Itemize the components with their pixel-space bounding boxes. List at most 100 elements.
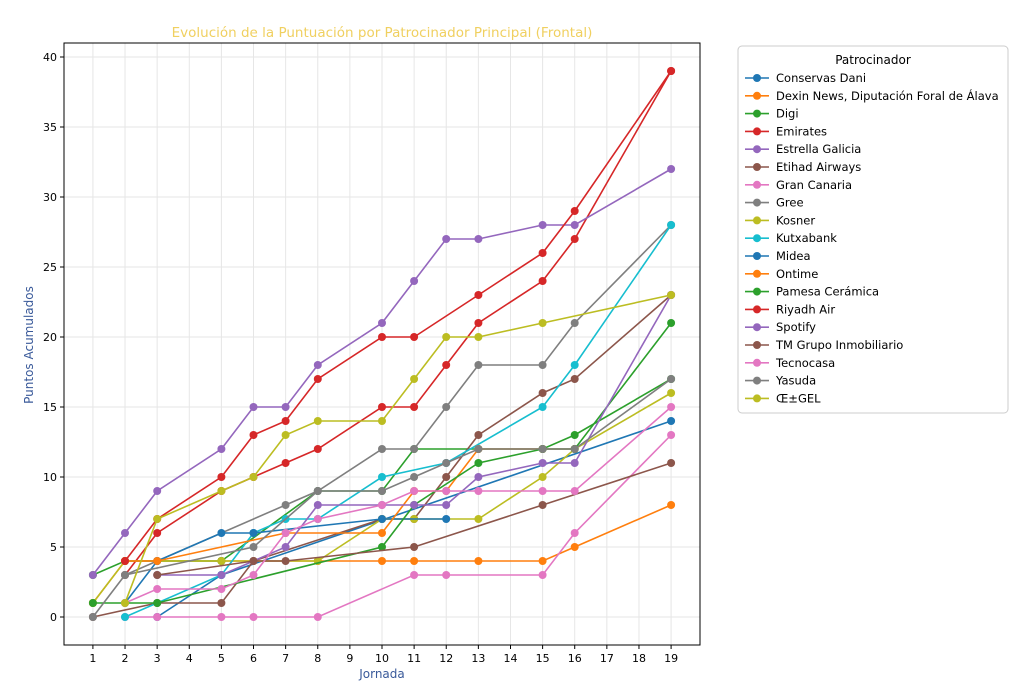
data-point [410,333,419,341]
y-tick-label: 40 [43,51,57,64]
x-tick-label: 16 [568,652,582,665]
data-point [281,417,290,425]
data-point [121,571,129,579]
data-point [570,459,579,467]
data-point [121,599,129,607]
legend-label: Midea [776,249,811,263]
data-point [474,459,483,467]
data-point [153,557,162,565]
data-point [474,557,483,565]
x-tick-label: 7 [282,652,289,665]
x-tick-label: 12 [439,652,453,665]
data-point [570,361,579,369]
x-tick-label: 5 [218,652,225,665]
x-tick-label: 8 [314,652,321,665]
data-point [249,543,258,551]
x-tick-label: 17 [600,652,614,665]
data-point [217,599,226,607]
data-point [121,529,129,537]
x-tick-label: 11 [407,652,421,665]
legend: Patrocinador Conservas Dani Dexin News, D… [737,45,1009,414]
legend-item: Gran Canaria [745,178,852,192]
legend-swatch-marker [753,109,761,118]
data-point [378,473,386,481]
data-point [570,207,579,215]
data-point [442,473,451,481]
series-line [124,294,672,604]
data-point [538,459,547,467]
legend-swatch-marker [753,198,761,207]
data-point [249,403,258,411]
data-point [153,571,162,579]
data-point [410,571,419,579]
legend-item: Digi [745,107,799,121]
data-point [667,403,676,411]
data-point [474,235,483,243]
legend-label: Kosner [776,213,815,227]
data-point [474,333,483,341]
chart-title: Evolución de la Puntuación por Patrocina… [172,25,593,41]
data-point [121,557,129,565]
data-point [217,585,226,593]
x-tick-label: 18 [632,652,646,665]
data-point [667,319,676,327]
data-point [570,529,579,537]
data-point [667,389,676,397]
data-point [538,221,547,229]
data-point [281,403,290,411]
legend-label: Emirates [776,124,827,138]
series-4 [88,165,676,579]
data-point [249,557,258,565]
legend-label: Estrella Galicia [776,142,861,156]
data-point [410,557,419,565]
data-point [249,529,258,537]
legend-label: Conservas Dani [776,71,866,85]
data-point [667,431,676,439]
y-tick-label: 30 [43,191,57,204]
data-point [410,487,419,495]
data-point [442,333,451,341]
data-point [153,515,162,523]
data-point [667,459,676,467]
data-point [667,67,676,75]
series-line [124,224,672,618]
data-point [217,557,226,565]
data-point [88,613,97,621]
legend-label: Tecnocasa [775,356,835,370]
y-tick-label: 35 [43,121,57,134]
data-point [442,487,451,495]
data-point [667,165,676,173]
data-point [153,487,162,495]
data-point [538,389,547,397]
data-point [474,473,483,481]
legend-box [737,45,1009,414]
legend-swatch-marker [753,127,761,136]
x-tick-label: 4 [186,652,193,665]
data-point [538,557,547,565]
data-point [217,445,226,453]
legend-item: Gree [745,196,804,210]
legend-swatch-marker [753,323,761,332]
legend-label: Riyadh Air [776,302,835,316]
data-point [378,319,386,327]
legend-label: Gran Canaria [776,178,852,192]
series-15 [153,459,676,579]
data-point [313,445,322,453]
series-18 [121,291,676,607]
legend-label: Ontime [776,267,818,281]
data-point [538,501,547,509]
data-point [410,403,419,411]
data-point [313,417,322,425]
data-point [538,571,547,579]
x-tick-label: 10 [375,652,389,665]
y-tick-label: 20 [43,331,57,344]
series-16 [121,403,676,607]
legend-label: Œ±GEL [776,391,821,405]
series-17 [88,375,676,621]
data-point [281,529,290,537]
legend-label: Pamesa Cerámica [776,285,879,299]
legend-item: TM Grupo Inmobiliario [745,338,903,352]
legend-item: Midea [745,249,811,263]
data-point [410,445,419,453]
legend-label: Etihad Airways [776,160,861,174]
